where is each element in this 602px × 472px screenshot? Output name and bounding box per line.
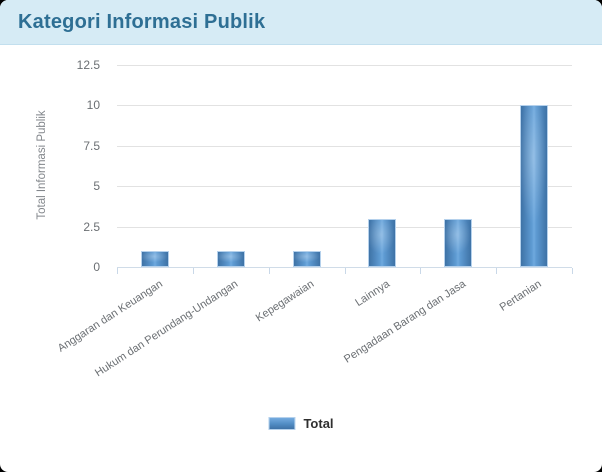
gridline <box>117 65 572 66</box>
x-axis-label: Hukum dan Perundang-Undangan <box>93 278 241 380</box>
gridline <box>117 186 572 188</box>
x-axis-tick <box>420 268 422 274</box>
bar-5[interactable] <box>444 218 473 267</box>
legend-swatch-icon <box>268 417 296 430</box>
y-tick-label: 5 <box>93 179 100 194</box>
card-header: Kategori Informasi Publik <box>0 0 602 45</box>
bar-6[interactable] <box>520 105 549 267</box>
bar-3[interactable] <box>292 250 321 267</box>
y-tick-label: 12.5 <box>76 58 100 72</box>
bar-2[interactable] <box>216 250 245 267</box>
gridline <box>117 226 572 228</box>
x-axis-label: Pengadaan Barang dan Jasa <box>341 278 468 366</box>
legend-item-total[interactable]: Total <box>268 416 334 431</box>
bar-1[interactable] <box>140 250 169 267</box>
gridline <box>117 145 572 147</box>
y-tick-label: 0 <box>93 260 100 274</box>
page-title: Kategori Informasi Publik <box>18 10 266 33</box>
bar-4[interactable] <box>368 218 397 267</box>
legend-label: Total <box>303 416 334 431</box>
x-axis-line <box>117 267 572 268</box>
chart-area: Total Informasi Publik Total 0 2.5 5 7.5 10 1… <box>0 45 602 472</box>
x-axis-label: Lainnya <box>353 278 392 310</box>
x-axis-tick <box>268 268 270 274</box>
y-tick-label: 2.5 <box>83 219 100 234</box>
y-tick-label: 7.5 <box>83 138 100 153</box>
y-axis-title: Total Informasi Publik <box>36 110 48 220</box>
x-axis-label: Kepegawaian <box>253 278 317 325</box>
x-axis-tick <box>192 268 194 274</box>
x-axis-tick <box>344 268 346 274</box>
x-axis-label: Pertanian <box>497 278 544 314</box>
x-axis-tick <box>117 268 118 274</box>
y-tick-label: 10 <box>86 98 100 113</box>
x-axis-tick <box>572 268 573 274</box>
x-axis-tick <box>496 268 498 274</box>
gridline <box>117 105 572 107</box>
